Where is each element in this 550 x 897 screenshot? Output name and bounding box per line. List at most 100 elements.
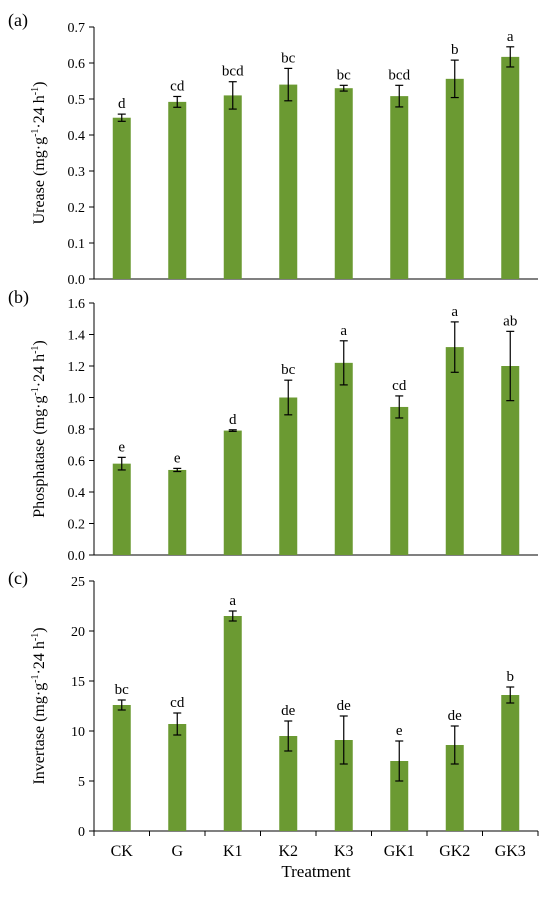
- significance-letter: bc: [281, 50, 296, 66]
- y-tick-label: 1.2: [68, 360, 86, 375]
- y-axis-label: Urease (mg·g-1·24 h-1): [30, 82, 48, 225]
- y-tick-label: 0.3: [68, 165, 86, 180]
- significance-letter: bc: [337, 67, 352, 83]
- bar-gk2: [445, 78, 464, 279]
- x-tick-label: G: [171, 843, 183, 860]
- bar-ck: [112, 705, 131, 831]
- significance-letter: a: [340, 323, 347, 339]
- significance-letter: e: [174, 450, 181, 466]
- y-tick-label: 0.1: [68, 237, 86, 252]
- y-tick-label: 10: [71, 725, 85, 740]
- y-tick-label: 1.0: [68, 392, 86, 407]
- significance-letter: a: [451, 304, 458, 320]
- y-tick-label: 0.2: [68, 201, 86, 216]
- y-tick-label: 0.0: [68, 273, 86, 288]
- significance-letter: a: [229, 593, 236, 609]
- y-axis-label-superscript: -1: [30, 674, 41, 682]
- bar-gk1: [390, 96, 409, 280]
- bar-gk2: [445, 745, 464, 831]
- bar-k1: [223, 616, 242, 831]
- significance-letter: d: [229, 412, 237, 428]
- y-axis-label-part: ): [31, 627, 48, 632]
- y-axis-label: Phosphatase (mg·g-1·24 h-1): [30, 340, 48, 518]
- y-axis-label-superscript: -1: [30, 129, 41, 137]
- chart-panel-2: (b) 0.0 0.2 0.4 0.6 0.8 1.0 1.2 1.4 1.6 Phosphatas…: [8, 287, 538, 564]
- y-tick-label: 0.4: [68, 129, 86, 144]
- x-tick-label: K2: [278, 843, 298, 860]
- bar-gk1: [390, 406, 409, 555]
- y-axis-label-part: ): [31, 340, 48, 345]
- y-axis-label-part: ): [31, 82, 48, 87]
- significance-letter: d: [118, 96, 126, 112]
- y-tick-label: 0: [78, 825, 85, 840]
- bar-gk3: [501, 56, 520, 279]
- panel-label: (b): [8, 287, 29, 308]
- y-tick-label: 0.8: [68, 423, 86, 438]
- bar-ck: [112, 117, 131, 279]
- y-tick-label: 0.6: [68, 455, 86, 470]
- y-tick-label: 0.2: [68, 518, 86, 533]
- significance-letter: de: [448, 708, 463, 724]
- x-tick-label: GK2: [439, 843, 470, 860]
- significance-letter: cd: [392, 378, 407, 394]
- y-tick-label: 25: [71, 575, 85, 590]
- bar-g: [168, 469, 187, 555]
- y-axis-label-part: Urease (mg·g: [31, 137, 48, 225]
- panel-label: (a): [8, 10, 28, 31]
- significance-letter: de: [281, 703, 296, 719]
- significance-letter: bc: [281, 362, 296, 378]
- bar-k3: [334, 362, 353, 555]
- significance-letter: a: [507, 29, 514, 45]
- y-axis-label-part: ·24 h: [31, 95, 48, 128]
- y-tick-label: 0.4: [68, 486, 86, 501]
- bar-g: [168, 724, 187, 831]
- significance-letter: ab: [503, 313, 517, 329]
- y-axis-label-superscript: -1: [30, 87, 41, 95]
- y-axis-label-part: Phosphatase (mg·g: [31, 396, 48, 518]
- bar-k1: [223, 430, 242, 555]
- significance-letter: e: [396, 723, 403, 739]
- bar-gk1: [390, 761, 409, 831]
- panel-label: (c): [8, 568, 28, 589]
- y-axis-label-part: Invertase (mg·g: [31, 683, 48, 785]
- significance-letter: cd: [170, 695, 185, 711]
- significance-letter: de: [337, 698, 352, 714]
- significance-letter: bcd: [388, 67, 410, 83]
- x-tick-label: GK1: [384, 843, 415, 860]
- bar-ck: [112, 463, 131, 555]
- y-tick-label: 20: [71, 625, 85, 640]
- y-axis-label-part: ·24 h: [31, 354, 48, 387]
- y-tick-label: 1.6: [68, 297, 86, 312]
- bar-gk3: [501, 366, 520, 555]
- significance-letter: e: [118, 439, 125, 455]
- x-axis-label: Treatment: [281, 862, 351, 881]
- bar-k3: [334, 740, 353, 831]
- bar-k2: [279, 397, 298, 555]
- y-tick-label: 5: [78, 775, 85, 790]
- bar-gk3: [501, 695, 520, 831]
- significance-letter: b: [507, 669, 515, 685]
- x-tick-label: K1: [223, 843, 243, 860]
- bar-k2: [279, 736, 298, 831]
- y-tick-label: 0.0: [68, 549, 86, 564]
- bar-k3: [334, 88, 353, 279]
- bar-k1: [223, 95, 242, 280]
- y-axis-label-superscript: -1: [30, 346, 41, 354]
- x-tick-label: GK3: [495, 843, 526, 860]
- bar-k2: [279, 84, 298, 279]
- y-axis-label-superscript: -1: [30, 387, 41, 395]
- y-axis-label-part: ·24 h: [31, 641, 48, 674]
- x-tick-label: CK: [111, 843, 134, 860]
- bar-g: [168, 101, 187, 279]
- y-tick-label: 0.6: [68, 57, 86, 72]
- y-axis-label-superscript: -1: [30, 633, 41, 641]
- significance-letter: cd: [170, 78, 185, 94]
- y-tick-label: 1.4: [68, 329, 86, 344]
- y-axis-label: Invertase (mg·g-1·24 h-1): [30, 627, 48, 784]
- y-tick-label: 0.7: [68, 21, 86, 36]
- x-tick-label: K3: [334, 843, 354, 860]
- bar-gk2: [445, 347, 464, 555]
